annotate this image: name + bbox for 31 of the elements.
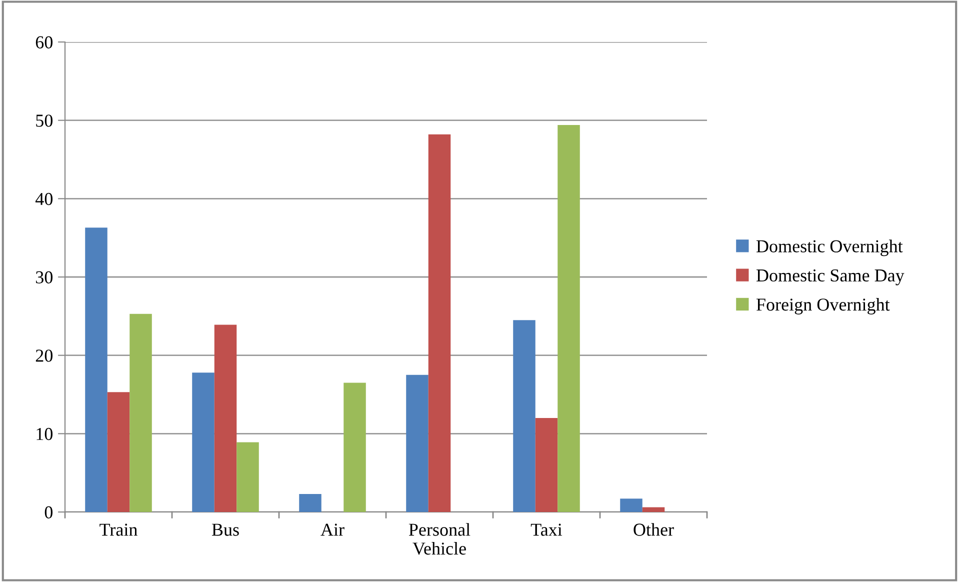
y-tick-label: 60 (36, 36, 53, 48)
bar (558, 125, 580, 512)
y-tick-label: 10 (36, 428, 53, 440)
y-tick-label: 40 (35, 192, 53, 206)
bar (428, 134, 451, 512)
bar (192, 372, 214, 512)
legend-label: Domestic Overnight (756, 240, 903, 256)
x-tick-label: Train (100, 524, 138, 536)
y-tick-label: 30 (36, 271, 53, 284)
bar (85, 228, 108, 512)
x-tick-label: Other (634, 523, 674, 536)
legend-label: Foreign Overnight (756, 298, 890, 314)
bar (620, 498, 642, 512)
y-tick-label: 20 (36, 350, 53, 362)
bar (299, 494, 322, 512)
bar (214, 324, 237, 512)
bar (513, 320, 536, 512)
x-tick-label: Taxi (530, 524, 562, 536)
bar (406, 374, 428, 512)
bar (642, 507, 665, 512)
bar (107, 392, 130, 512)
x-tick-label: Air (320, 524, 344, 536)
x-tick-label: Personal Vehicle (408, 523, 470, 555)
legend-label: Domestic Same Day (756, 269, 904, 286)
bar (130, 314, 152, 512)
x-tick-label: Bus (212, 524, 239, 536)
bar (236, 442, 259, 512)
bar (344, 382, 366, 512)
bar (535, 418, 558, 512)
y-tick-label: 0 (44, 506, 53, 518)
y-tick-label: 50 (36, 114, 53, 127)
